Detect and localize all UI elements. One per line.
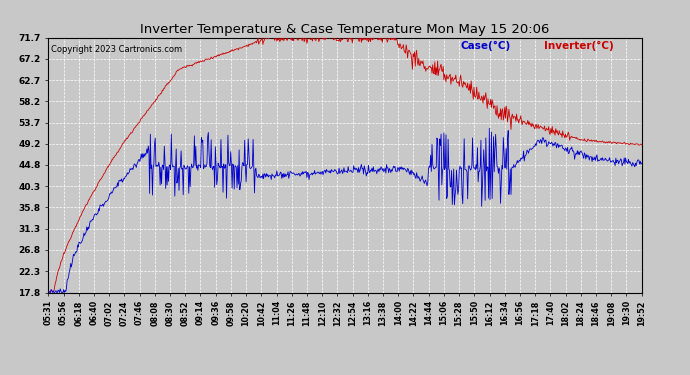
Text: Case(°C): Case(°C): [461, 41, 511, 51]
Text: Inverter(°C): Inverter(°C): [544, 41, 613, 51]
Text: Copyright 2023 Cartronics.com: Copyright 2023 Cartronics.com: [51, 45, 182, 54]
Title: Inverter Temperature & Case Temperature Mon May 15 20:06: Inverter Temperature & Case Temperature …: [140, 23, 550, 36]
